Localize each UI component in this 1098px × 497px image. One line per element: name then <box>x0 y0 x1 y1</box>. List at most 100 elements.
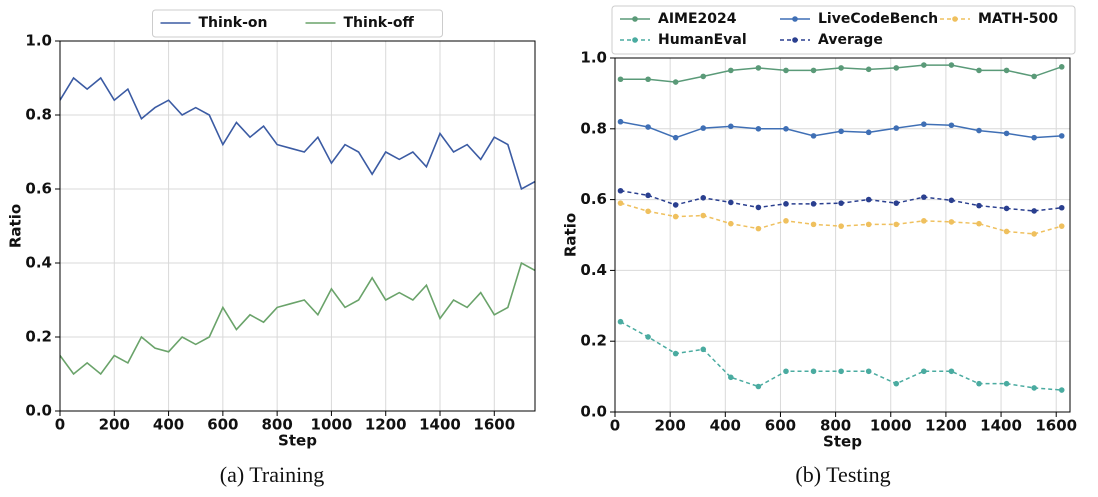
point <box>728 123 734 130</box>
point <box>755 383 762 390</box>
point <box>976 67 982 74</box>
point <box>700 73 707 80</box>
point <box>1058 133 1065 139</box>
point <box>728 67 734 74</box>
point <box>617 76 624 83</box>
x-tick-label: 800 <box>820 417 851 435</box>
point <box>921 218 927 224</box>
point <box>728 374 734 381</box>
point <box>1031 134 1037 141</box>
point <box>1003 130 1010 137</box>
x-tick-label: 1600 <box>1035 417 1077 435</box>
point <box>617 318 624 325</box>
x-tick-label: 1400 <box>419 416 461 434</box>
point <box>755 65 762 71</box>
point <box>810 133 817 139</box>
y-tick-label: 0.8 <box>25 106 52 124</box>
point <box>1031 208 1037 214</box>
y-tick-label: 0.6 <box>580 190 607 208</box>
x-tick-label: 1000 <box>870 417 912 435</box>
point <box>783 368 789 375</box>
point <box>645 76 651 83</box>
legend-box <box>152 9 443 38</box>
point <box>1031 385 1037 391</box>
x-tick-label: 800 <box>261 416 292 434</box>
x-tick-label: 1200 <box>365 416 407 434</box>
plot-frame <box>614 57 1071 413</box>
x-tick-label: 600 <box>765 417 796 435</box>
point <box>755 204 762 211</box>
legend-marker <box>792 37 798 43</box>
plot: 0.0 0.2 0.4 0.6 0.8 1.0 0 200 400 600 800 1000 1200 1… <box>7 9 536 487</box>
point <box>783 218 789 224</box>
point <box>810 201 817 207</box>
legend-marker <box>952 16 958 22</box>
point <box>921 368 927 375</box>
point <box>948 219 955 225</box>
point <box>617 187 624 194</box>
point <box>838 223 844 229</box>
y-tick-label: 0.8 <box>580 119 607 137</box>
point <box>783 201 789 207</box>
point <box>728 199 734 206</box>
point <box>783 67 789 74</box>
point <box>1003 228 1010 235</box>
point <box>921 194 927 200</box>
point <box>1031 231 1037 237</box>
point <box>617 118 624 125</box>
point <box>976 127 982 134</box>
y-tick-label: 0.2 <box>25 328 52 346</box>
y-tick-label: 1.0 <box>580 49 607 67</box>
y-tick-label: 0.4 <box>25 254 52 272</box>
point <box>838 65 844 71</box>
y-axis-label: Ratio <box>7 204 25 248</box>
point <box>672 350 679 357</box>
plot: 0.0 0.2 0.4 0.6 0.8 1.0 0 200 400 600 800 1000 1200 1… <box>562 5 1077 487</box>
point <box>893 125 900 131</box>
point <box>948 62 955 68</box>
point <box>617 200 624 206</box>
legend-label: AIME2024 <box>658 11 737 27</box>
x-tick-label: 200 <box>654 417 685 435</box>
point <box>700 195 707 201</box>
legend-marker <box>792 16 798 22</box>
point <box>1058 387 1065 393</box>
series-line <box>60 76 535 191</box>
point <box>865 196 872 203</box>
x-axis-label: Step <box>823 433 862 451</box>
point <box>755 225 762 232</box>
point <box>672 79 679 85</box>
legend-label: Think-on <box>199 15 268 31</box>
x-tick-label: 1600 <box>473 416 515 434</box>
point <box>1031 73 1037 80</box>
y-tick-label: 0.0 <box>25 402 52 420</box>
x-tick-label: 0 <box>610 417 620 435</box>
point <box>1058 223 1065 229</box>
point <box>1058 64 1065 70</box>
y-tick-label: 0.2 <box>580 332 607 350</box>
legend-label: LiveCodeBench <box>818 11 938 27</box>
point <box>838 368 844 375</box>
caption: (a) Training <box>220 462 325 487</box>
point <box>810 221 817 228</box>
point <box>948 122 955 129</box>
legend-label: MATH-500 <box>978 11 1058 27</box>
point <box>976 380 982 387</box>
x-tick-label: 200 <box>99 416 130 434</box>
point <box>865 129 872 136</box>
point <box>921 121 927 127</box>
point <box>948 197 955 204</box>
y-tick-label: 0.6 <box>25 180 52 198</box>
point <box>700 346 707 353</box>
point <box>976 202 982 209</box>
point <box>865 66 872 73</box>
point <box>810 67 817 74</box>
point <box>645 124 651 130</box>
point <box>838 200 844 206</box>
point <box>810 368 817 375</box>
point <box>700 212 707 219</box>
legend-label: Think-off <box>344 15 415 31</box>
caption: (b) Testing <box>795 462 890 487</box>
x-tick-label: 1400 <box>980 417 1022 435</box>
point <box>948 368 955 375</box>
